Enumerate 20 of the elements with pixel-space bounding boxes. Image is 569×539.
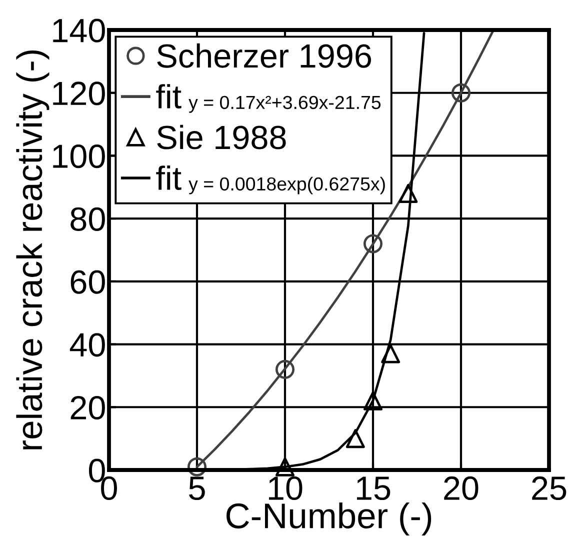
x-tick-label: 15 [357,476,390,500]
y-tick-label: 140 [53,18,105,42]
y-tick-label: 40 [70,333,105,357]
legend-label: Scherzer 1996 [157,43,371,68]
legend-label: fit [156,84,182,108]
x-tick-label: 10 [269,476,302,500]
y-tick-label: 60 [70,270,105,294]
annotation: y = 0.0018exp(0.6275x) [188,176,385,194]
x-tick-label: 25 [532,476,566,500]
x-tick-label: 20 [444,476,478,500]
y-tick-label: 80 [70,207,105,231]
x-tick-label: 5 [189,476,205,500]
x-axis-title: C-Number (-) [226,502,432,536]
y-axis-title: relative crack reactivity (-) [16,50,50,450]
y-tick-label: 100 [53,144,105,168]
annotation: y = 0.17x²+3.69x-21.75 [188,96,381,113]
legend-label: fit [156,166,182,190]
y-tick-label: 20 [70,396,105,420]
legend-label: Sie 1988 [157,124,286,150]
y-tick-label: 120 [53,82,105,106]
